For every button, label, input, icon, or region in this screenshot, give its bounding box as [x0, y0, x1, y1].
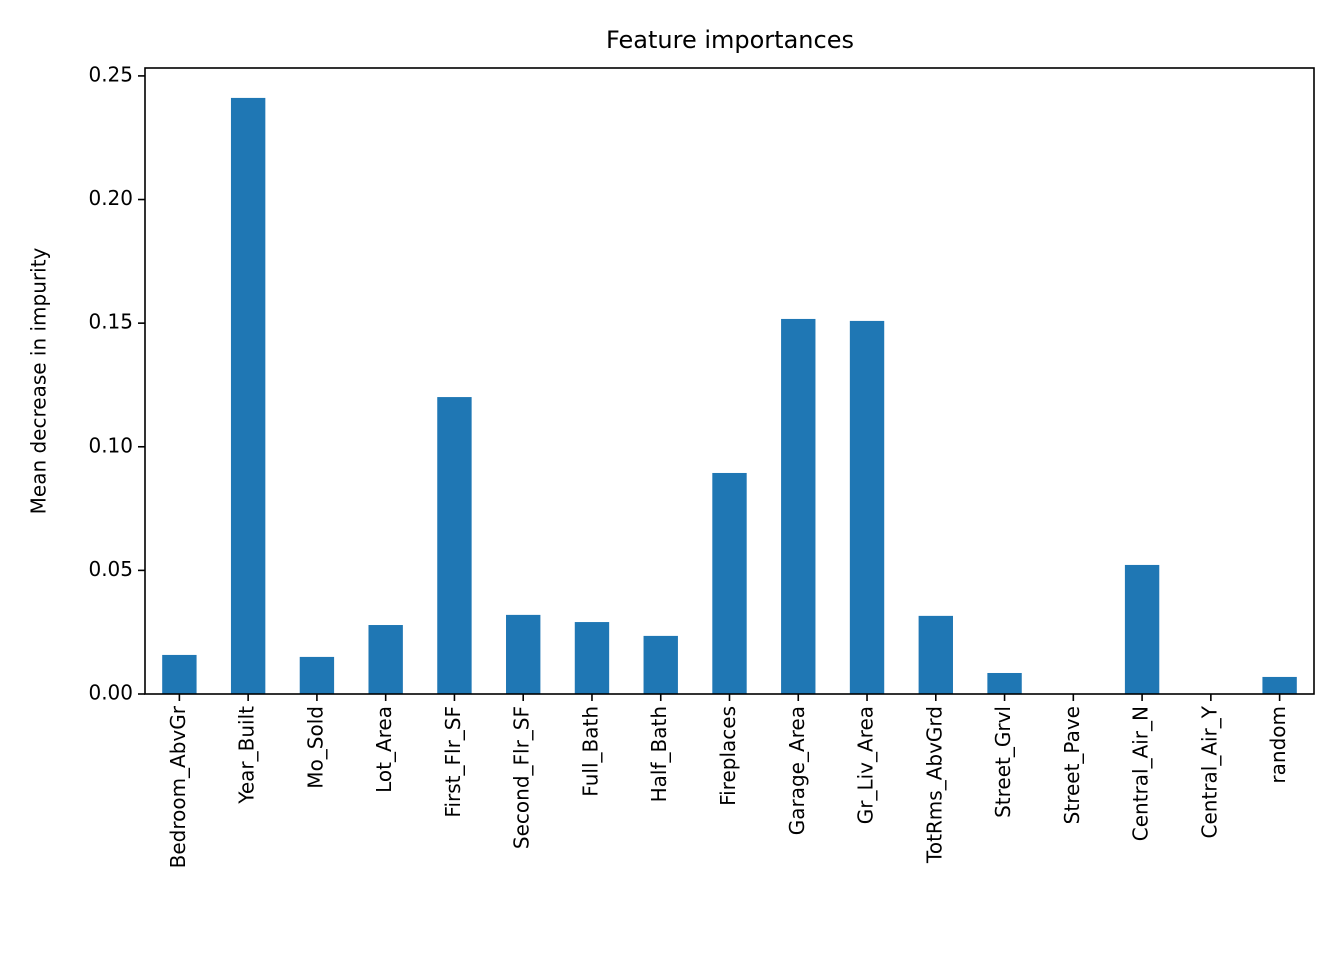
- bar: [1124, 564, 1160, 694]
- y-tick-label: 0.05: [88, 557, 133, 581]
- x-tick-label: Gr_Liv_Area: [854, 706, 878, 824]
- y-tick-label: 0.20: [88, 186, 133, 210]
- bar: [368, 625, 403, 694]
- x-tick-label: Central_Air_Y: [1197, 705, 1221, 838]
- x-tick-label: Mo_Sold: [303, 706, 327, 789]
- x-tick-label: Central_Air_N: [1129, 706, 1153, 841]
- y-tick-label: 0.25: [88, 62, 133, 86]
- bar: [781, 318, 816, 694]
- bar: [643, 635, 678, 694]
- x-tick-label: Bedroom_AbvGr: [166, 705, 190, 868]
- x-tick-label: Lot_Area: [372, 706, 396, 793]
- bar: [437, 397, 472, 694]
- x-tick-label: Half_Bath: [647, 706, 671, 802]
- y-tick-label: 0.00: [88, 681, 133, 705]
- y-axis-label: Mean decrease in impurity: [27, 247, 51, 514]
- x-tick-label: First_Flr_SF: [441, 706, 465, 818]
- bar: [712, 472, 747, 694]
- x-tick-label: Street_Grvl: [991, 706, 1015, 818]
- plot-frame: [144, 67, 1315, 695]
- x-tick-label: Garage_Area: [785, 706, 809, 835]
- bar: [918, 615, 953, 694]
- bar: [574, 622, 610, 694]
- x-tick-label: Fireplaces: [716, 706, 740, 806]
- bar: [849, 320, 885, 694]
- x-tick-label: Year_Built: [235, 706, 259, 805]
- x-tick-label: Second_Flr_SF: [510, 706, 534, 849]
- chart-title: Feature importances: [606, 26, 854, 54]
- bar: [162, 654, 197, 694]
- x-tick-label: Full_Bath: [578, 706, 602, 797]
- x-tick-label: random: [1266, 706, 1290, 784]
- bar: [506, 614, 541, 694]
- x-tick-label: TotRms_AbvGrd: [922, 706, 946, 864]
- y-tick-label: 0.15: [88, 310, 133, 334]
- bar: [230, 97, 266, 695]
- x-tick-label: Street_Pave: [1060, 706, 1084, 824]
- bar: [987, 672, 1022, 694]
- y-tick-label: 0.10: [88, 433, 133, 457]
- bar: [299, 656, 335, 694]
- bar: [1262, 676, 1297, 694]
